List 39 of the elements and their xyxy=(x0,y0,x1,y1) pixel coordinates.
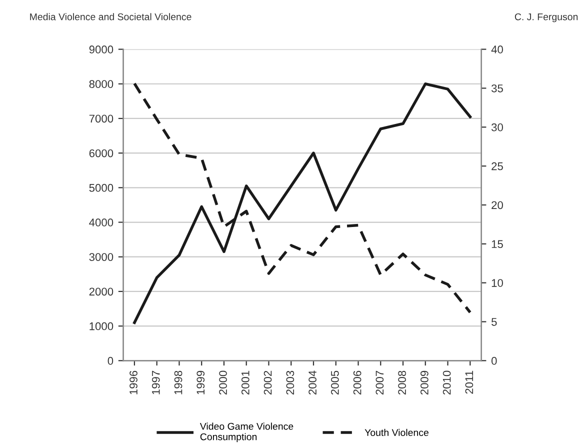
x-tick-label: 1999 xyxy=(196,370,205,394)
x-tick-label: 2003 xyxy=(286,370,294,395)
x-tick-label: 2000 xyxy=(219,370,227,395)
x-tick-label: 2008 xyxy=(398,370,406,395)
y-tick-label: 4000 xyxy=(89,218,114,226)
text: C. J. Ferguson xyxy=(514,13,578,22)
x-tick-label: 2002 xyxy=(264,370,272,395)
x-tick-label: 1998 xyxy=(174,370,182,394)
x-tick-label: 2007 xyxy=(376,370,384,395)
y2-tick-label: 25 xyxy=(492,162,503,170)
y2-tick-label: 5 xyxy=(492,318,497,326)
x-tick-label: 2001 xyxy=(241,370,250,395)
x-tick-label: 2005 xyxy=(330,370,339,395)
y2-tick-label: 30 xyxy=(491,123,503,132)
y2-tick-label: 35 xyxy=(491,84,503,92)
y-tick-label: 7000 xyxy=(89,114,114,123)
y-tick-label: 0 xyxy=(108,356,114,365)
legend-label: Youth Violence xyxy=(364,428,428,436)
y-tick-label: 9000 xyxy=(89,46,114,54)
x-tick-label: 2009 xyxy=(420,370,428,395)
x-tick-label: 2011 xyxy=(465,370,474,394)
chart-title: Media Violence and Societal Violence xyxy=(30,13,192,20)
y2-tick-label: 10 xyxy=(492,279,503,287)
y2-tick-label: 0 xyxy=(491,356,497,365)
x-tick-label: 1997 xyxy=(152,370,160,394)
y2-tick-label: 20 xyxy=(492,201,503,210)
y-tick-label: 3000 xyxy=(89,253,114,261)
y-tick-label: 2000 xyxy=(89,288,114,296)
y-tick-label: 5000 xyxy=(89,184,114,192)
y2-tick-label: 15 xyxy=(492,240,503,248)
legend-label: Video Game Violence Consumption xyxy=(200,422,294,442)
y-tick-label: 8000 xyxy=(89,80,114,88)
y-tick-label: 1000 xyxy=(90,322,114,330)
y-tick-label: 6000 xyxy=(89,149,114,158)
y2-tick-label: 40 xyxy=(491,46,503,54)
x-tick-label: 2004 xyxy=(308,370,316,395)
x-tick-label: 2006 xyxy=(353,370,362,395)
x-tick-label: 2010 xyxy=(442,370,451,395)
x-tick-label: 1996 xyxy=(130,370,138,394)
